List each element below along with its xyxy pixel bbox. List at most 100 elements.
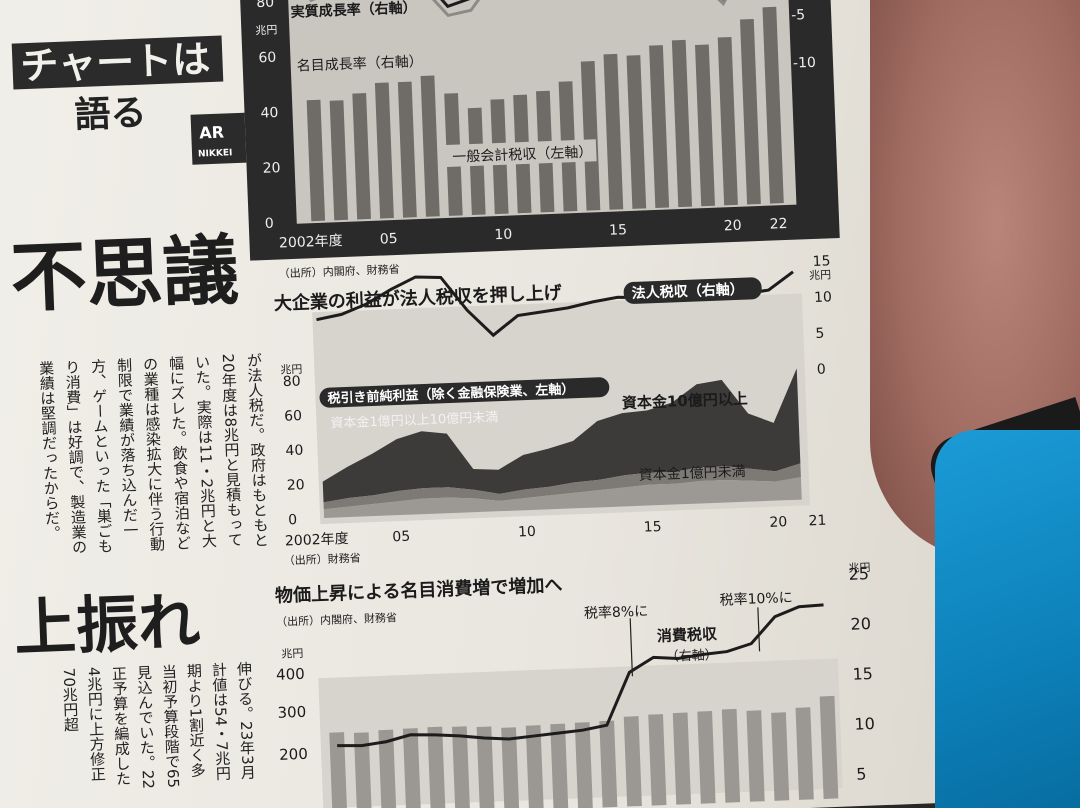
body-column: 計値は54・7兆円 [210, 662, 233, 782]
chart1-source: （出所）内閣府、財務省 [278, 262, 399, 281]
chart2-right-tick: 5 [815, 326, 825, 342]
chart2-area-small [323, 477, 802, 518]
body-column: いた。実際は11・2兆円と大 [193, 354, 218, 548]
chart2-x-tick: 2002年度 [285, 531, 349, 549]
chart2-left-tick: 0 [288, 512, 298, 528]
chart3-left-tick: 200 [279, 745, 308, 764]
chart3-bar [402, 728, 421, 808]
chart2-area-label-bg [319, 377, 610, 408]
body-column: 制限で業績が落ち込んだ一 [115, 357, 140, 538]
body-column: 見込んでいた。22 [135, 665, 158, 790]
chart2-x-ticks: 2002年度 05 10 15 20 21 [285, 513, 827, 550]
chart2-source: （出所）財務省 [283, 551, 360, 568]
chart1-bar [695, 44, 715, 207]
chart2-series-bottom: 資本金1億円未満 [638, 464, 745, 484]
chart3-source: （出所）内閣府、財務省 [276, 610, 397, 629]
chart1-bar [420, 75, 440, 217]
chart3-right-tick: 20 [850, 614, 871, 634]
chart3-title: 物価上昇による名目消費増で増加へ [275, 574, 563, 607]
chart1-right-ticks: -5 -10 [791, 7, 816, 72]
chart3-left-tick: 300 [277, 703, 306, 722]
chart1-bar [671, 39, 693, 208]
chart3-line-label: 消費税収 [657, 625, 719, 645]
chart1-x-tick: 15 [609, 222, 627, 239]
chart2-left-tick: 80 [283, 374, 301, 391]
chart3-bar [721, 708, 741, 803]
chart2-area-large [322, 368, 801, 503]
chart1-x-tick: 22 [769, 216, 787, 233]
chart1-bar [580, 61, 601, 211]
chart1-right-tick: -10 [793, 55, 816, 72]
chart2-series-top: 資本金10億円以上 [622, 390, 748, 413]
chart2-left-unit: 兆円 [280, 363, 302, 377]
chart3-note-10: 税率10%に [719, 589, 793, 609]
chart1-left-tick: 40 [260, 105, 278, 122]
chart1-x-tick: 05 [380, 231, 398, 248]
chart1-bar [762, 6, 784, 204]
body-column: り消費」は好調で、製造業の [63, 359, 88, 555]
chart1-right-tick: -5 [791, 7, 806, 24]
chart2-left-tick: 60 [284, 408, 302, 425]
body-column: 幅にズレた。飲食や宿泊など [167, 355, 192, 551]
chart1-left-unit: 兆円 [255, 23, 277, 37]
chart1-bar [649, 45, 670, 208]
chart3-bar [795, 707, 814, 800]
ar-badge[interactable] [190, 112, 247, 165]
chart2-x-tick: 20 [769, 514, 787, 531]
body-column: 期より1割近く多 [185, 663, 207, 778]
chart2-left-tick: 20 [287, 477, 305, 494]
chart3-right-ticks: 25 20 15 10 5 [848, 564, 875, 784]
chart1-bar [306, 99, 326, 222]
chart2-right-tick: 0 [816, 362, 826, 378]
chart3-right-tick: 25 [848, 564, 869, 584]
chart2-line-label-bg [623, 277, 762, 304]
chart1-bar-label-bg [445, 139, 597, 167]
chart3-left-unit: 兆円 [281, 647, 303, 661]
chart1-x-tick: 2002年度 [279, 233, 343, 251]
chart3-right-tick: 15 [852, 664, 873, 684]
chart1-bar-label: 一般会計税収（左軸） [452, 144, 593, 165]
chart2-area-mid [323, 463, 801, 510]
chart3-bar [452, 726, 471, 808]
body-column: 業績は堅調だったからだ。 [37, 360, 62, 541]
chart3-right-tick: 10 [854, 714, 875, 734]
chart3-note-8: 税率8%に [584, 603, 649, 622]
chart3-bar [746, 710, 765, 802]
ar-badge-sub: NIKKEI [198, 148, 233, 159]
body-text-lower: 伸びる。23年3月計値は54・7兆円期より1割近く多当初予算段階で65見込んでい… [60, 661, 258, 790]
body-column: 4兆円に上方修正 [85, 667, 107, 782]
headline-second: 上振れ [13, 585, 202, 665]
body-column: 正予算を編成した [110, 666, 133, 787]
body-column: 方、ゲームといった「巣ごも [89, 358, 114, 554]
chart1-bar [329, 100, 349, 221]
series-title: チャートは [20, 37, 211, 88]
chart1-left-tick: 0 [264, 216, 274, 232]
chart3-bar [599, 720, 618, 808]
chart3-note8-leader [629, 618, 634, 677]
chart3-bar [329, 732, 348, 808]
series-subtitle: 語る [74, 92, 148, 136]
series-header-bg [11, 35, 224, 90]
chart-corporate-profit: 大企業の利益が法人税収を押し上げ 法人税収（右軸） 税引き前純利益（除く金融保険… [273, 253, 832, 568]
chart3-right-tick: 5 [856, 764, 867, 783]
chart1-x-ticks: 2002年度 05 10 15 20 22 [279, 216, 788, 252]
body-column: 伸びる。23年3月 [235, 661, 258, 781]
chart3-right-unit: 兆円 [848, 561, 870, 575]
chart1-bar [352, 93, 371, 220]
body-column: 70兆円超 [60, 668, 80, 733]
body-column: 当初予算段階で65 [160, 664, 183, 789]
chart3-bar [672, 712, 692, 805]
chart2-series-mid: 資本金1億円以上10億円未満 [330, 409, 498, 431]
headline-main: 不思議 [9, 225, 240, 323]
ar-badge-label: AR [199, 123, 224, 143]
chart3-bar [525, 725, 544, 808]
chart1-legend-nominal: 名目成長率（右軸） [296, 53, 423, 75]
body-column: の業種は感染拡大に伴う行動 [141, 356, 167, 553]
body-column: 20年度は8兆円と見積もって [219, 353, 244, 547]
body-column: が法人税だ。政府はもともと [245, 352, 270, 548]
chart3-bar [819, 695, 839, 799]
chart2-line-label: 法人税収（右軸） [631, 281, 744, 302]
chart3-bar [697, 711, 716, 804]
chart1-bar [739, 18, 761, 205]
chart2-x-tick: 15 [643, 519, 661, 536]
